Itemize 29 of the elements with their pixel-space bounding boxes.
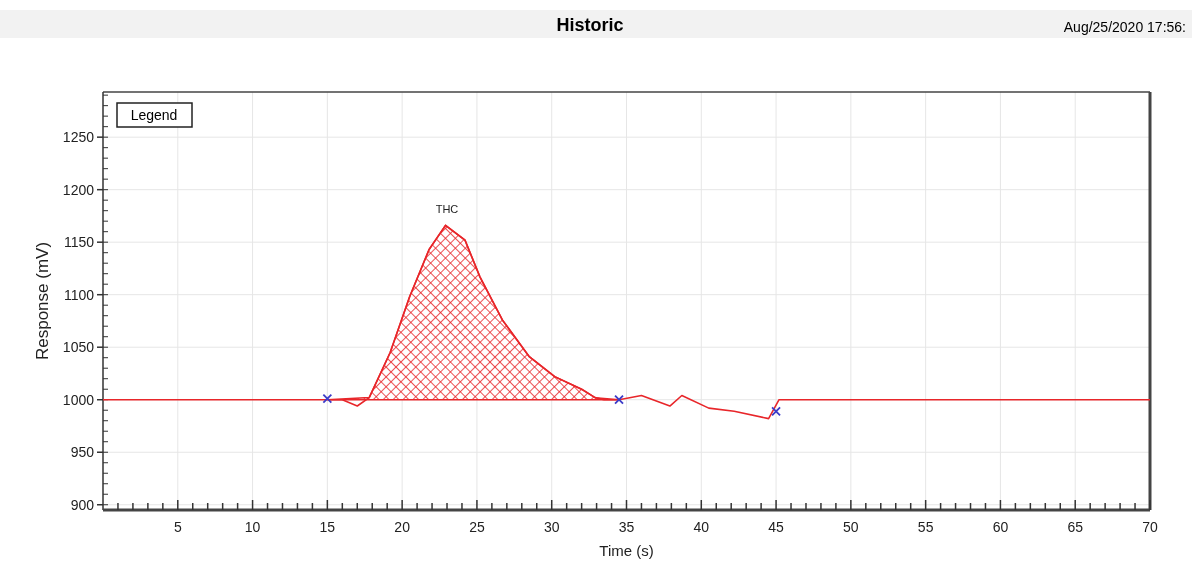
x-tick-label: 35 [618, 519, 635, 535]
y-tick-label: 1250 [62, 129, 95, 146]
x-tick-label: 30 [543, 519, 560, 535]
x-tick-label: 5 [173, 519, 182, 535]
x-tick-label: 15 [319, 519, 336, 535]
y-tick-label: 950 [70, 444, 95, 461]
x-axis-title: Time (s) [599, 542, 654, 559]
x-tick-label: 70 [1142, 519, 1158, 535]
x-tick-label: 55 [917, 519, 934, 535]
y-tick-label: 1050 [62, 339, 95, 356]
y-tick-label: 1100 [63, 286, 95, 303]
x-tick-label: 50 [843, 519, 859, 535]
line-series [102, 224, 1151, 420]
x-tick-label: 45 [768, 519, 785, 535]
annotation: Legend [130, 107, 178, 123]
x-tick-label: 60 [992, 519, 1009, 535]
x-tick-label: 10 [244, 519, 261, 535]
y-tick-label: 1000 [62, 391, 95, 408]
annotation: THC [435, 203, 459, 216]
y-axis-title: Response (mV) [33, 241, 52, 361]
y-tick-label: 1200 [62, 181, 95, 198]
x-tick-label: 25 [469, 519, 485, 535]
chart-title: Historic [556, 15, 624, 35]
y-tick-label: 1150 [63, 234, 95, 251]
y-tick-label: 900 [70, 496, 95, 513]
x-tick-label: 65 [1067, 519, 1084, 535]
text: Aug/25/2020 17:56: [1063, 19, 1186, 35]
x-tick-label: 40 [693, 519, 710, 535]
x-tick-label: 20 [394, 519, 411, 535]
